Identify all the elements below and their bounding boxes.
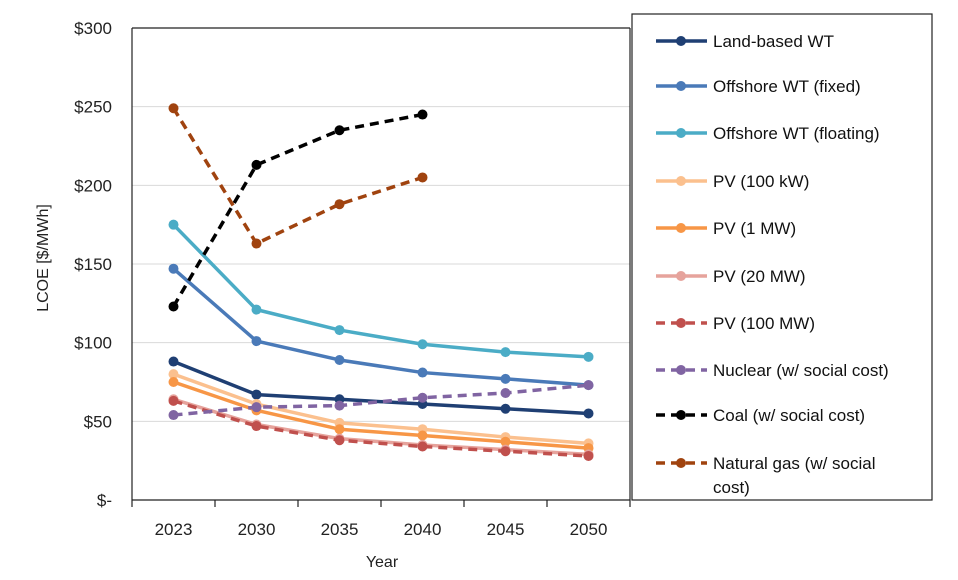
legend-label: Coal (w/ social cost) [713,406,865,425]
data-point [500,436,511,447]
data-point [334,125,345,136]
legend-label: Offshore WT (floating) [713,124,880,143]
x-tick-label: 2045 [487,520,525,539]
y-tick-label: $200 [74,176,112,195]
data-point [583,380,594,391]
series-line [172,359,589,416]
series-8 [168,109,428,312]
y-axis-title: LCOE [$/MWh] [35,204,52,312]
y-tick-label: $100 [74,334,112,353]
data-point [168,369,179,380]
data-point [500,373,511,384]
data-point [168,219,179,230]
data-point [500,347,511,358]
x-tick-label: 2050 [570,520,608,539]
data-point [417,339,428,350]
series-lines [168,103,594,461]
series-line [172,267,589,387]
legend-marker [676,365,686,375]
x-tick-label: 2040 [404,520,442,539]
data-point [417,367,428,378]
data-point [251,336,262,347]
y-tick-label: $150 [74,255,112,274]
series-9 [168,103,428,249]
legend-label: Natural gas (w/ social cost) [713,454,876,497]
series-line [171,112,423,308]
x-axis-title: Year [366,554,399,571]
data-point [334,354,345,365]
series-line [172,372,589,446]
series-line [172,399,589,458]
data-point [500,388,511,399]
data-point [417,392,428,403]
legend-marker [676,223,686,233]
data-point [251,304,262,315]
data-point [168,301,179,312]
legend: Land-based WT Offshore WT (fixed) Offshore… [631,13,933,501]
series-line [172,107,424,246]
legend-label: PV (1 MW) [713,219,796,238]
data-point [168,410,179,421]
legend-label: Offshore WT (fixed) [713,77,861,96]
series-line [172,223,589,359]
data-point [334,199,345,210]
legend-label: Nuclear (w/ social cost) [713,361,889,380]
legend-label: PV (100 kW) [713,172,809,191]
legend-label: PV (100 MW) [713,314,815,333]
data-point [334,435,345,446]
legend-marker [676,176,686,186]
data-point [251,402,262,413]
data-point [417,172,428,183]
data-point [334,400,345,411]
data-point [583,450,594,461]
data-point [168,377,179,387]
legend-marker [676,318,686,328]
data-point [500,403,511,414]
data-point [168,103,179,114]
data-point [168,395,179,406]
x-tick-label: 2030 [238,520,276,539]
data-point [583,408,594,419]
y-tick-label: $- [97,491,112,510]
series-7 [168,380,594,421]
y-tick-label: $50 [84,412,112,431]
legend-marker [676,271,686,281]
legend-marker [676,36,686,46]
data-point [583,351,594,362]
data-point [251,389,262,400]
legend-marker [676,458,686,468]
data-point [251,421,262,432]
data-point [168,356,179,367]
y-tick-label: $300 [74,19,112,38]
data-point [334,325,345,336]
data-point [168,263,179,274]
data-point [500,446,511,457]
legend-label: Land-based WT [713,32,834,51]
legend-marker [676,81,686,91]
legend-marker [676,410,686,420]
axes: $- $50 $100 $150 $200 $250 $300 2023 2030 2035 204… [74,19,631,539]
data-point [417,430,428,441]
legend-box [631,13,933,501]
data-point [251,238,262,249]
series-6 [168,395,594,461]
data-point [334,424,345,435]
x-tick-label: 2035 [321,520,359,539]
series-line [172,380,589,450]
legend-marker [676,128,686,138]
data-point [417,109,428,120]
data-point [251,159,262,170]
series-line [173,383,589,417]
x-tick-label: 2023 [155,520,193,539]
legend-label: PV (20 MW) [713,267,806,286]
series-2 [168,219,594,362]
y-tick-label: $250 [74,98,112,117]
data-point [417,441,428,452]
gridlines [132,27,630,422]
